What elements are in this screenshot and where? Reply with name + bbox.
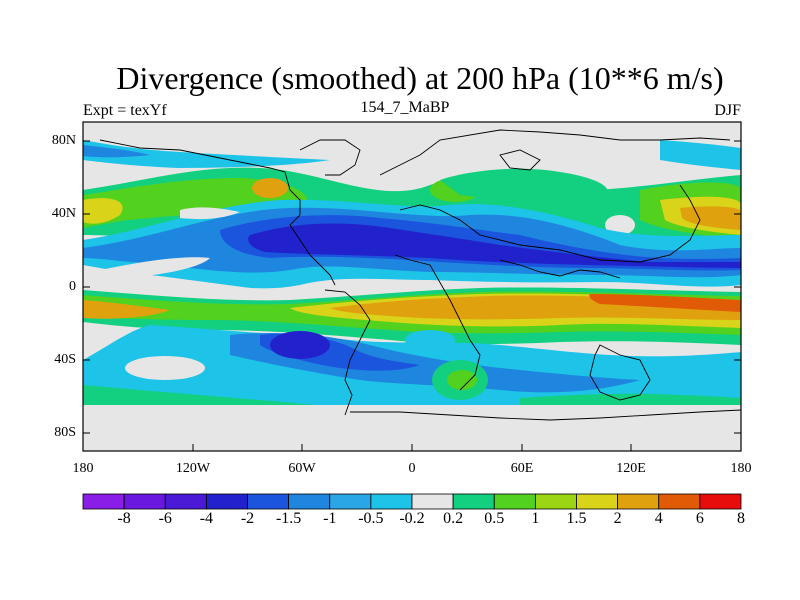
colorbar-swatch — [247, 493, 290, 510]
colorbar-label: 6 — [695, 510, 704, 527]
lon-label-180e: 180 — [730, 461, 752, 476]
colorbar-swatch — [534, 493, 577, 510]
band-blue-core — [248, 223, 741, 268]
lon-label-120w: 120W — [175, 461, 211, 476]
colorbar-swatch — [288, 493, 331, 510]
lon-label-60w: 60W — [288, 461, 316, 476]
colorbar-label: -1.5 — [275, 510, 302, 527]
lon-label-120e: 120E — [616, 461, 646, 476]
colorbar-swatch — [576, 493, 619, 510]
blob-sa-lime — [447, 370, 477, 390]
colorbar-label: 8 — [737, 510, 745, 527]
lat-label-80n: 80N — [51, 133, 76, 148]
coast-north-america — [99, 139, 336, 286]
coast-antarctica — [350, 409, 741, 421]
colorbar-label: 1 — [531, 510, 540, 527]
lat-label-80s: 80S — [54, 425, 76, 440]
run-label: 154_7_MaBP — [360, 99, 450, 116]
colorbar-label: 0.2 — [443, 510, 464, 527]
band-s-polar-green — [83, 385, 360, 410]
coast-europe-south — [399, 184, 701, 263]
lon-label-60e: 60E — [510, 461, 534, 476]
colorbar-swatch — [329, 493, 372, 510]
colorbar-swatch — [82, 493, 125, 510]
coast-africa — [394, 254, 481, 391]
map-title: Divergence (smoothed) at 200 hPa (10**6 … — [116, 60, 724, 96]
colorbar-label: -0.2 — [399, 510, 425, 527]
band-north-white-tongue — [100, 257, 210, 278]
band-polar-ne-blue — [660, 140, 741, 170]
colorbar-label: 4 — [654, 510, 663, 527]
colorbar-swatch — [123, 493, 166, 510]
band-ne-orange — [680, 206, 741, 230]
coast-south-america — [324, 289, 371, 416]
colorbar-swatch — [452, 493, 495, 510]
band-s-polar-white — [83, 405, 741, 451]
colorbar-label: -1 — [323, 510, 337, 527]
colorbar-swatch — [411, 493, 454, 510]
band-north-lime — [83, 178, 308, 228]
band-polar-ne-green — [440, 168, 608, 203]
contour-field — [83, 122, 741, 451]
lon-label-0: 0 — [408, 461, 416, 476]
colorbar-label: -2 — [240, 510, 255, 527]
band-north-yellow — [83, 198, 123, 224]
band-polar-north-blue2 — [83, 145, 150, 158]
blob-south-white1 — [125, 356, 205, 380]
lon-ticks — [82, 444, 742, 451]
colorbar-label: -6 — [158, 510, 172, 527]
colorbar-label: 1.5 — [566, 510, 587, 527]
colorbar-swatch — [370, 493, 413, 510]
colorbar-swatch — [493, 493, 536, 510]
lat-label-40s: 40S — [54, 352, 76, 367]
blob-north-orange — [252, 178, 288, 198]
blob-white-east — [605, 215, 635, 235]
lat-ticks — [83, 140, 741, 434]
coast-arctic-islands — [499, 149, 541, 171]
colorbar-swatch — [164, 493, 207, 510]
band-south-darkorange — [589, 294, 741, 312]
experiment-label: Expt = texYf — [83, 102, 167, 119]
colorbar-label: -8 — [117, 510, 131, 527]
blob-south-blue — [405, 330, 455, 350]
colorbar-label: -0.5 — [358, 510, 384, 527]
colorbar-swatch — [699, 493, 742, 510]
band-sw-orange — [83, 300, 170, 319]
band-polar-north-blue — [83, 140, 330, 168]
colorbar-swatch — [617, 493, 660, 510]
coast-greenland — [299, 139, 361, 176]
lat-label-0: 0 — [69, 279, 76, 294]
band-north-white-tongue2 — [180, 207, 240, 220]
lat-label-40n: 40N — [51, 206, 76, 221]
coast-australia — [589, 344, 651, 401]
colorbar-label: 0.5 — [484, 510, 505, 527]
colorbar-label: -4 — [199, 510, 214, 527]
colorbar-label: 2 — [613, 510, 622, 527]
lon-label-180w: 180 — [72, 461, 94, 476]
coastlines — [99, 129, 741, 421]
colorbar — [82, 493, 742, 510]
coast-europe-asia — [379, 129, 731, 176]
colorbar-swatch — [658, 493, 701, 510]
coast-asia-south — [499, 259, 621, 279]
blob-south-core — [270, 331, 330, 359]
colorbar-swatch — [205, 493, 248, 510]
season-label: DJF — [714, 102, 741, 119]
